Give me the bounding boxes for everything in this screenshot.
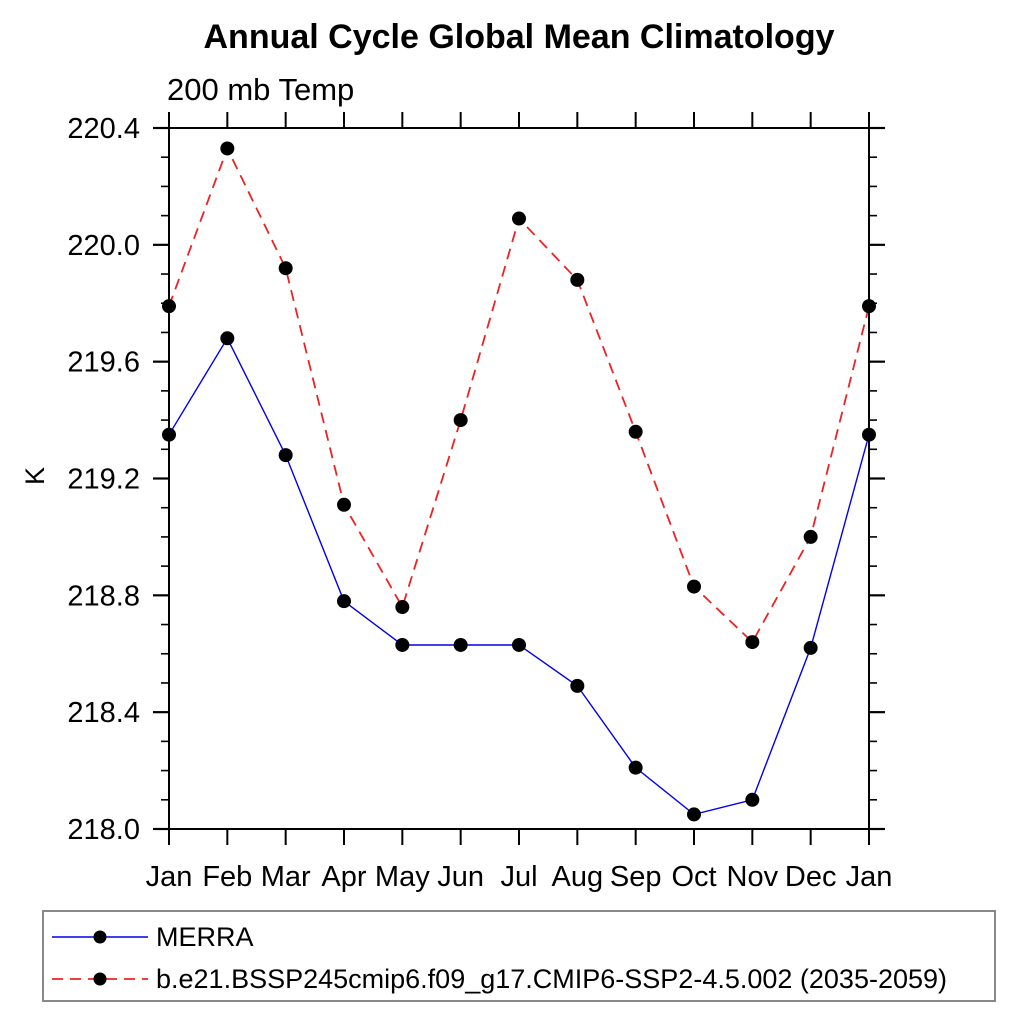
- data-point-0: [628, 760, 643, 775]
- x-tick-label: Sep: [610, 861, 662, 893]
- data-point-0: [687, 807, 701, 822]
- y-tick-label: 220.4: [67, 113, 140, 145]
- data-point-0: [337, 594, 351, 609]
- data-point-1: [862, 299, 876, 314]
- y-tick-label: 219.2: [67, 464, 140, 496]
- data-point-1: [512, 211, 526, 226]
- x-tick-label: Dec: [785, 861, 837, 893]
- legend-label-merra: MERRA: [156, 921, 254, 952]
- y-tick-label: 219.6: [67, 347, 140, 379]
- chart-title: Annual Cycle Global Mean Climatology: [203, 18, 835, 56]
- data-point-0: [862, 427, 876, 442]
- chart-subtitle: 200 mb Temp: [167, 72, 355, 107]
- data-point-1: [745, 635, 760, 650]
- legend-label-model: b.e21.BSSP245cmip6.f09_g17.CMIP6-SSP2-4.…: [156, 963, 948, 994]
- y-tick-label: 218.8: [67, 580, 140, 612]
- legend-item-model: b.e21.BSSP245cmip6.f09_g17.CMIP6-SSP2-4.…: [44, 958, 994, 1000]
- data-point-0: [278, 448, 293, 463]
- data-point-1: [687, 579, 701, 594]
- x-tick-label: Jul: [500, 861, 537, 893]
- x-tick-label: Jan: [846, 861, 893, 893]
- y-axis-label: K: [20, 467, 50, 485]
- data-point-1: [570, 272, 585, 287]
- x-tick-label: Aug: [552, 861, 604, 893]
- data-point-1: [803, 529, 818, 544]
- legend-item-merra: MERRA: [44, 916, 994, 958]
- data-point-1: [453, 413, 468, 428]
- y-tick-label: 220.0: [67, 230, 140, 262]
- data-point-1: [628, 424, 643, 439]
- x-tick-label: Nov: [727, 861, 779, 893]
- legend-line-sample-merra: [52, 930, 148, 944]
- x-tick-label: Apr: [321, 861, 366, 893]
- x-tick-label: Feb: [202, 861, 252, 893]
- data-point-1: [278, 261, 293, 276]
- data-point-0: [162, 427, 176, 442]
- x-tick-label: Mar: [261, 861, 311, 893]
- data-point-0: [745, 792, 760, 807]
- legend-box: MERRA b.e21.BSSP245cmip6.f09_g17.CMIP6-S…: [42, 910, 996, 1002]
- x-tick-label: Oct: [671, 861, 716, 893]
- data-point-1: [337, 497, 351, 512]
- plot-box: [168, 127, 870, 830]
- x-tick-label: Jun: [437, 861, 484, 893]
- x-tick-label: May: [375, 861, 430, 893]
- y-tick-label: 218.0: [67, 814, 140, 846]
- data-point-0: [395, 637, 410, 652]
- data-point-0: [512, 637, 526, 652]
- data-point-1: [220, 141, 235, 156]
- legend-line-sample-model: [52, 972, 148, 986]
- data-point-0: [220, 331, 235, 346]
- data-point-0: [570, 678, 585, 693]
- y-tick-label: 218.4: [67, 697, 140, 729]
- data-point-1: [395, 600, 410, 615]
- series-line-0: [168, 336, 870, 816]
- data-point-0: [453, 637, 468, 652]
- data-point-0: [803, 640, 818, 655]
- x-tick-label: Jan: [146, 861, 193, 893]
- data-point-1: [162, 299, 176, 314]
